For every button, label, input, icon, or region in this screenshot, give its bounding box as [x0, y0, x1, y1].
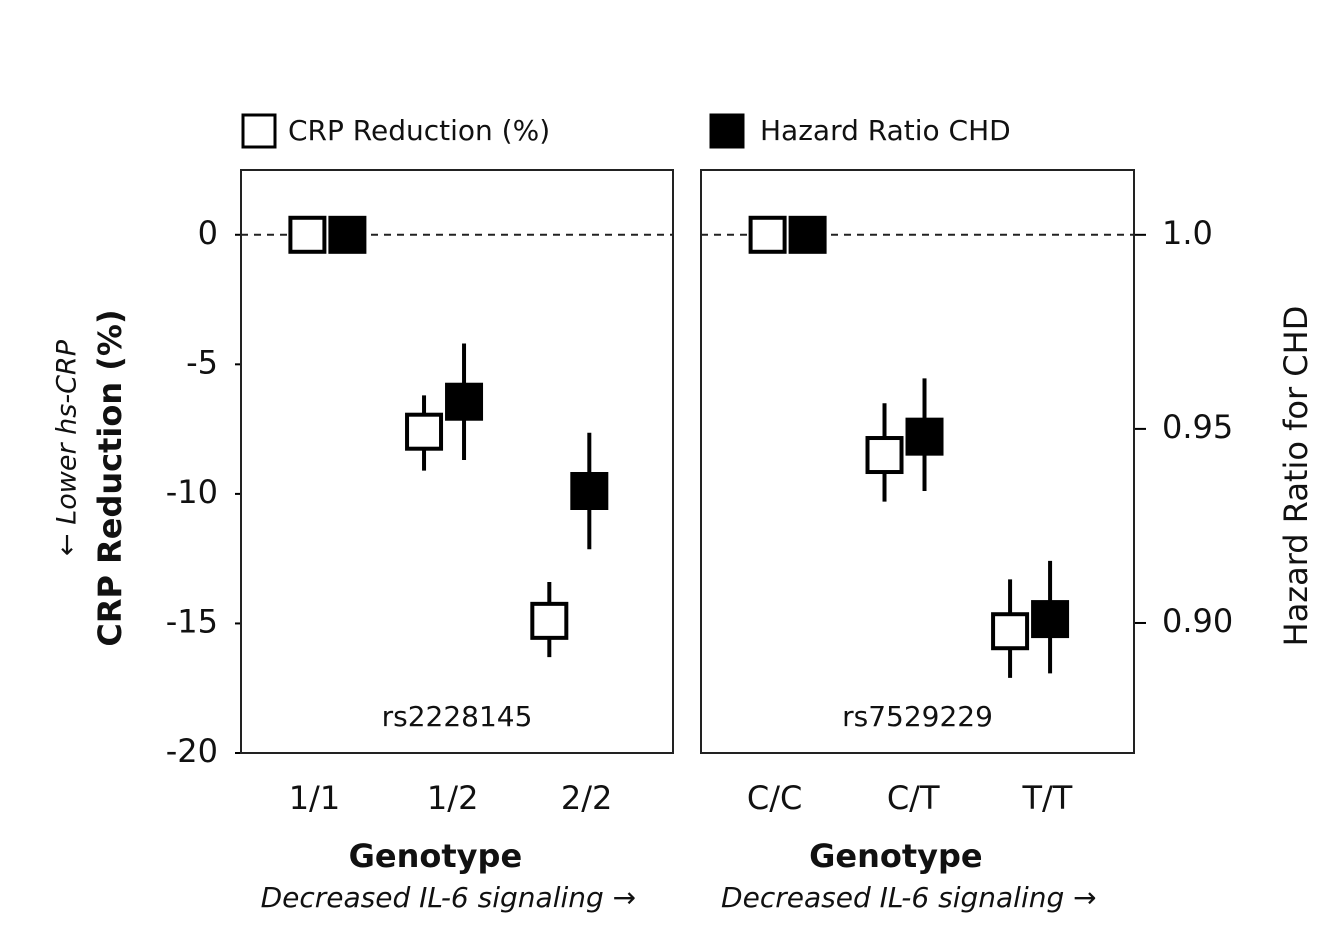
- y-tick-label: -5: [186, 343, 218, 381]
- x-axis-sublabel: Decreased IL-6 signaling →: [721, 881, 1097, 914]
- marker: [1031, 600, 1070, 639]
- legend-label: CRP Reduction (%): [288, 114, 550, 147]
- y-tick-label: 0: [198, 214, 218, 252]
- x-tick-label: 2/2: [561, 779, 613, 817]
- y-tick-label: -10: [166, 473, 218, 511]
- y2-tick-label: 1.0: [1162, 214, 1213, 252]
- x-tick-label: T/T: [1021, 779, 1072, 817]
- marker: [991, 612, 1030, 651]
- x-axis-label: Genotype: [349, 837, 523, 875]
- x-tick-label: 1/2: [427, 779, 479, 817]
- legend-label: Hazard Ratio CHD: [760, 114, 1011, 147]
- legend-swatch: [709, 113, 745, 149]
- marker: [288, 215, 327, 254]
- panel-label: rs7529229: [842, 700, 993, 733]
- x-tick-label: 1/1: [289, 779, 341, 817]
- marker: [865, 436, 904, 475]
- legend-swatch: [241, 113, 277, 149]
- marker: [445, 382, 484, 421]
- y-tick-label: -15: [166, 602, 218, 640]
- y2-tick-label: 0.90: [1162, 602, 1233, 640]
- marker: [788, 215, 827, 254]
- x-axis-label: Genotype: [809, 837, 983, 875]
- y2-axis-label: Hazard Ratio for CHD: [1277, 306, 1315, 647]
- x-axis-sublabel: Decreased IL-6 signaling →: [261, 881, 637, 914]
- marker: [905, 417, 944, 456]
- panel-frame: [240, 169, 674, 754]
- marker: [530, 601, 569, 640]
- y-axis-note: ← Lower hs-CRP: [52, 339, 83, 556]
- marker: [405, 412, 444, 451]
- x-tick-label: C/C: [747, 779, 802, 817]
- panel-label: rs2228145: [382, 700, 533, 733]
- marker: [748, 215, 787, 254]
- y2-tick-label: 0.95: [1162, 408, 1233, 446]
- marker: [570, 471, 609, 510]
- x-tick-label: C/T: [887, 779, 940, 817]
- marker: [328, 215, 367, 254]
- y-axis-label: CRP Reduction (%): [91, 309, 129, 646]
- y-tick-label: -20: [166, 732, 218, 770]
- panel-frame: [700, 169, 1135, 754]
